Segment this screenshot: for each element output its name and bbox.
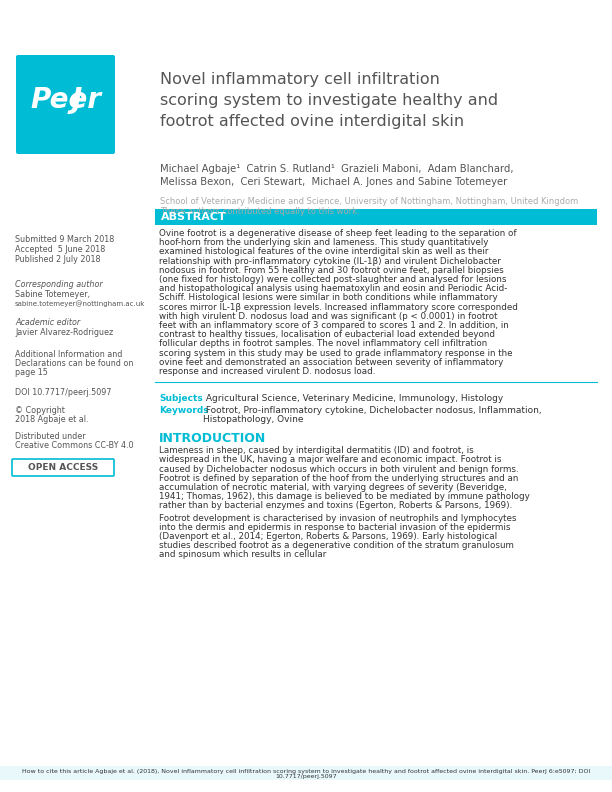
Text: follicular depths in footrot samples. The novel inflammatory cell infiltration: follicular depths in footrot samples. Th… [159,340,487,348]
Text: How to cite this article Agbaje et al. (2018), Novel inflammatory cell infiltrat: How to cite this article Agbaje et al. (… [22,768,590,779]
Bar [155,209,597,225]
Text: Additional Information and: Additional Information and [15,350,122,359]
Text: Schiff. Histological lesions were similar in both conditions while inflammatory: Schiff. Histological lesions were simila… [159,293,498,303]
Text: Sabine Totemeyer,: Sabine Totemeyer, [15,290,90,299]
Text: Submitted 9 March 2018: Submitted 9 March 2018 [15,235,114,244]
Text: Melissa Bexon,  Ceri Stewart,  Michael A. Jones and Sabine Totemeyer: Melissa Bexon, Ceri Stewart, Michael A. … [160,177,507,187]
Text: with high virulent D. nodosus load and was significant (p < 0.0001) in footrot: with high virulent D. nodosus load and w… [159,312,498,321]
Text: Creative Commons CC-BY 4.0: Creative Commons CC-BY 4.0 [15,441,133,450]
Text: studies described footrot as a degenerative condition of the stratum granulosum: studies described footrot as a degenerat… [159,541,514,550]
Text: Michael Agbaje¹  Catrin S. Rutland¹  Grazieli Maboni,  Adam Blanchard,: Michael Agbaje¹ Catrin S. Rutland¹ Grazi… [160,164,513,174]
Text: Javier Alvarez-Rodriguez: Javier Alvarez-Rodriguez [15,328,113,337]
Text: and histopathological analysis using haematoxylin and eosin and Periodic Acid-: and histopathological analysis using hae… [159,284,507,293]
Text: © Copyright: © Copyright [15,406,65,415]
Text: Published 2 July 2018: Published 2 July 2018 [15,255,100,264]
Text: ABSTRACT: ABSTRACT [161,212,227,222]
Text: and spinosum which results in cellular: and spinosum which results in cellular [159,550,326,559]
Text: J: J [72,86,81,113]
Text: scores mirror IL-1β expression levels. Increased inflammatory score corresponded: scores mirror IL-1β expression levels. I… [159,303,518,311]
Text: Subjects: Subjects [159,394,203,403]
Text: Footrot is defined by separation of the hoof from the underlying structures and : Footrot is defined by separation of the … [159,474,518,483]
Text: hoof-horn from the underlying skin and lameness. This study quantitatively: hoof-horn from the underlying skin and l… [159,238,488,247]
Text: ovine feet and demonstrated an association between severity of inflammatory: ovine feet and demonstrated an associati… [159,358,503,367]
Text: Ovine footrot is a degenerative disease of sheep feet leading to the separation : Ovine footrot is a degenerative disease … [159,229,517,238]
Text: Accepted  5 June 2018: Accepted 5 June 2018 [15,245,105,254]
Text: relationship with pro-inflammatory cytokine (IL-1β) and virulent Dichelobacter: relationship with pro-inflammatory cytok… [159,257,501,265]
Text: (one fixed for histology) were collected post-slaughter and analysed for lesions: (one fixed for histology) were collected… [159,275,507,284]
Text: Lameness in sheep, caused by interdigital dermatitis (ID) and footrot, is: Lameness in sheep, caused by interdigita… [159,446,474,455]
Text: rather than by bacterial enzymes and toxins (Egerton, Roberts & Parsons, 1969).: rather than by bacterial enzymes and tox… [159,501,512,510]
Text: feet with an inflammatory score of 3 compared to scores 1 and 2. In addition, in: feet with an inflammatory score of 3 com… [159,321,509,330]
Text: Histopathology, Ovine: Histopathology, Ovine [203,415,304,425]
Text: response and increased virulent D. nodosus load.: response and increased virulent D. nodos… [159,367,375,376]
Text: 2018 Agbaje et al.: 2018 Agbaje et al. [15,415,89,424]
Text: Footrot development is characterised by invasion of neutrophils and lymphocytes: Footrot development is characterised by … [159,513,517,523]
Text: page 15: page 15 [15,368,48,377]
Text: Peer: Peer [30,86,101,113]
Text: School of Veterinary Medicine and Science, University of Nottingham, Nottingham,: School of Veterinary Medicine and Scienc… [160,197,578,206]
Text: Academic editor: Academic editor [15,318,80,327]
Text: Declarations can be found on: Declarations can be found on [15,359,133,368]
Bar [0,766,612,780]
Text: examined histological features of the ovine interdigital skin as well as their: examined histological features of the ov… [159,247,488,257]
FancyBboxPatch shape [16,55,115,154]
Text: nodosus in footrot. From 55 healthy and 30 footrot ovine feet, parallel biopsies: nodosus in footrot. From 55 healthy and … [159,266,504,275]
Text: Novel inflammatory cell infiltration
scoring system to investigate healthy and
f: Novel inflammatory cell infiltration sco… [160,72,498,129]
Text: into the dermis and epidermis in response to bacterial invasion of the epidermis: into the dermis and epidermis in respons… [159,523,510,531]
Text: Footrot, Pro-inflammatory cytokine, Dichelobacter nodosus, Inflammation,: Footrot, Pro-inflammatory cytokine, Dich… [203,406,542,415]
Text: widespread in the UK, having a major welfare and economic impact. Footrot is: widespread in the UK, having a major wel… [159,455,501,464]
Text: DOI 10.7717/peerj.5097: DOI 10.7717/peerj.5097 [15,388,111,397]
Text: caused by Dichelobacter nodosus which occurs in both virulent and benign forms.: caused by Dichelobacter nodosus which oc… [159,465,518,474]
Text: scoring system in this study may be used to grade inflammatory response in the: scoring system in this study may be used… [159,348,512,358]
Text: INTRODUCTION: INTRODUCTION [159,432,266,445]
Text: Corresponding author: Corresponding author [15,280,103,289]
Text: sabine.totemeyer@nottingham.ac.uk: sabine.totemeyer@nottingham.ac.uk [15,300,146,307]
Text: 1941; Thomas, 1962), this damage is believed to be mediated by immune pathology: 1941; Thomas, 1962), this damage is beli… [159,492,530,501]
Text: contrast to healthy tissues, localisation of eubacterial load extended beyond: contrast to healthy tissues, localisatio… [159,330,495,339]
Text: OPEN ACCESS: OPEN ACCESS [28,463,98,471]
Text: accumulation of necrotic material, with varying degrees of severity (Beveridge,: accumulation of necrotic material, with … [159,483,507,492]
FancyBboxPatch shape [12,459,114,476]
Text: Distributed under: Distributed under [15,432,86,441]
Text: (Davenport et al., 2014; Egerton, Roberts & Parsons, 1969). Early histological: (Davenport et al., 2014; Egerton, Robert… [159,532,497,541]
Text: These authors contributed equally to this work.: These authors contributed equally to thi… [160,207,360,216]
Text: Agricultural Science, Veterinary Medicine, Immunology, Histology: Agricultural Science, Veterinary Medicin… [203,394,503,403]
Text: Keywords: Keywords [159,406,209,415]
